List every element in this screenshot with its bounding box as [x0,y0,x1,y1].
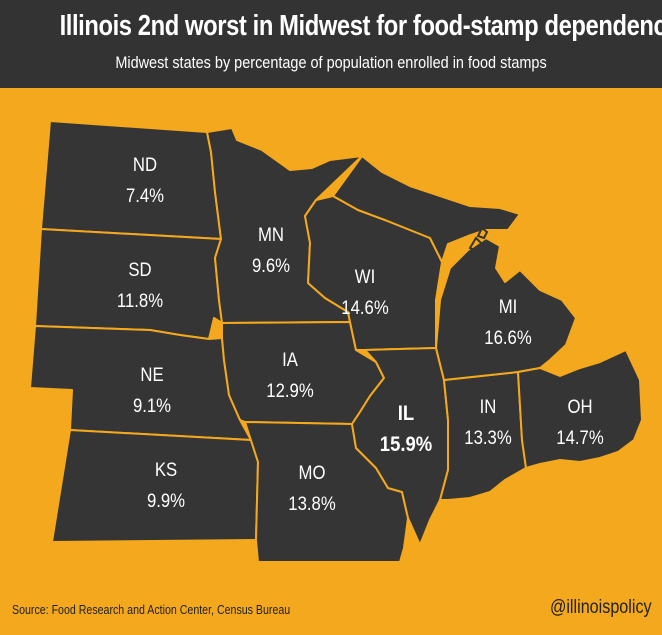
social-handle: @illinoispolicy [550,597,652,618]
label-ks: KS 9.9% [146,460,186,512]
state-mi-upper [332,155,521,263]
label-mo: MO 13.8% [288,463,336,515]
label-nd: ND 7.4% [125,155,165,207]
state-oh [517,349,643,469]
page-subtitle: Midwest states by percentage of populati… [115,53,547,72]
label-ne: NE 9.1% [132,365,172,417]
header-banner: Illinois 2nd worst in Midwest for food-s… [0,0,662,88]
label-il: IL 15.9% [379,402,433,456]
label-mi: MI 16.6% [484,297,532,349]
label-wi: WI 14.6% [341,267,389,319]
page-title: Illinois 2nd worst in Midwest for food-s… [59,10,662,42]
island-outline [468,226,489,254]
label-ia: IA 12.9% [266,350,314,402]
label-in: IN 13.3% [464,397,512,449]
state-wi [304,195,443,351]
label-sd: SD 11.8% [116,260,164,312]
label-oh: OH 14.7% [556,397,604,449]
source-credit: Source: Food Research and Action Center,… [12,603,291,617]
label-mn: MN 9.6% [251,225,291,277]
